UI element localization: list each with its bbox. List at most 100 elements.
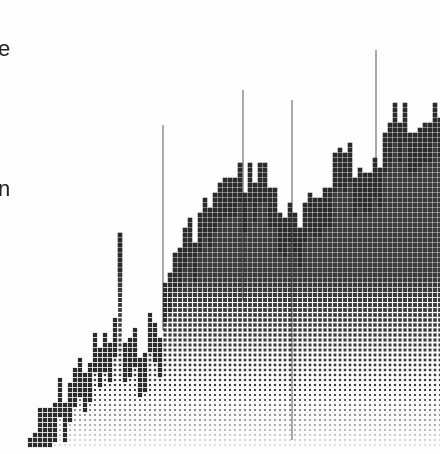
dot [397,122,403,128]
dot [387,297,393,303]
dot [433,303,437,307]
dot [392,202,398,208]
dot [262,272,268,278]
dot [198,313,202,317]
dot [368,323,372,327]
dot [302,242,308,248]
dot [272,262,278,268]
dot [402,242,408,248]
dot [327,262,333,268]
dot [374,439,376,441]
dot [198,383,202,387]
dot [227,272,233,278]
dot [434,444,436,446]
dot [392,257,398,263]
dot [268,343,272,347]
dot [283,383,287,387]
dot [329,404,331,406]
dot [183,328,187,332]
dot [329,399,331,401]
dot [79,434,81,436]
dot [142,372,148,378]
dot [102,357,108,363]
dot [217,207,223,213]
dot [327,237,333,243]
dot [373,378,377,382]
dot [294,419,296,421]
dot [437,197,440,203]
dot [399,414,401,416]
dot [337,202,343,208]
dot [427,222,433,228]
dot [253,328,257,332]
dot [312,232,318,238]
dot [208,328,212,332]
dot [219,419,221,421]
dot [394,409,396,411]
dot [118,343,122,347]
dot [357,192,363,198]
dot [57,387,63,393]
dot [214,404,216,406]
dot [174,409,176,411]
dot [164,419,166,421]
dot [383,333,387,337]
dot [218,358,222,362]
dot [412,282,418,288]
dot [188,323,192,327]
dot [418,363,422,367]
dot [237,212,243,218]
dot [389,424,391,426]
dot [297,282,303,288]
dot [388,368,392,372]
dot [327,282,333,288]
dot [267,252,273,258]
dot [294,414,296,416]
dot [208,313,212,317]
dot [62,432,68,438]
dot [382,177,388,183]
dot [388,363,392,367]
dot [184,419,186,421]
dot [157,372,163,378]
dot [414,424,416,426]
dot [268,353,272,357]
dot [432,287,438,293]
dot [412,277,418,283]
dot [222,262,228,268]
dot [368,353,372,357]
dot [233,363,237,367]
dot [328,388,332,392]
dot [433,348,437,352]
dot [322,192,328,198]
dot [104,419,106,421]
dot [333,328,337,332]
dot [163,373,167,377]
dot [377,222,383,228]
dot [437,212,440,218]
dot [348,373,352,377]
dot [413,303,417,307]
dot [357,297,363,303]
dot [238,308,242,312]
dot [287,277,293,283]
dot [202,277,208,283]
dot [423,318,427,322]
dot [414,414,416,416]
dot [244,444,246,446]
dot [402,227,408,233]
dot [283,338,287,342]
dot [332,192,338,198]
dot [393,323,397,327]
dot [423,363,427,367]
dot [349,404,351,406]
dot [398,308,402,312]
dot [379,429,381,431]
dot [337,177,343,183]
dot [238,338,242,342]
dot [212,197,218,203]
dot [117,292,123,298]
dot [97,377,103,383]
dot [433,308,437,312]
dot [337,262,343,268]
